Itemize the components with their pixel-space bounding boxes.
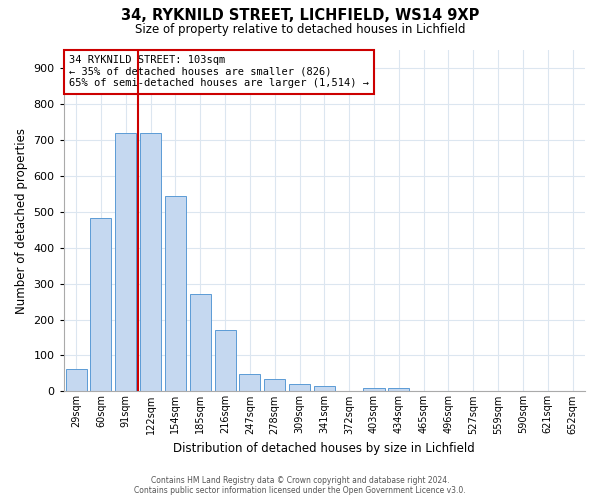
Text: Contains HM Land Registry data © Crown copyright and database right 2024.
Contai: Contains HM Land Registry data © Crown c… bbox=[134, 476, 466, 495]
Bar bbox=[239, 374, 260, 392]
Text: Size of property relative to detached houses in Lichfield: Size of property relative to detached ho… bbox=[135, 22, 465, 36]
Bar bbox=[314, 386, 335, 392]
Bar bbox=[289, 384, 310, 392]
Bar bbox=[215, 330, 236, 392]
X-axis label: Distribution of detached houses by size in Lichfield: Distribution of detached houses by size … bbox=[173, 442, 475, 455]
Y-axis label: Number of detached properties: Number of detached properties bbox=[15, 128, 28, 314]
Bar bbox=[165, 196, 186, 392]
Bar bbox=[115, 132, 136, 392]
Text: 34 RYKNILD STREET: 103sqm
← 35% of detached houses are smaller (826)
65% of semi: 34 RYKNILD STREET: 103sqm ← 35% of detac… bbox=[69, 55, 369, 88]
Bar bbox=[388, 388, 409, 392]
Bar bbox=[264, 379, 285, 392]
Text: 34, RYKNILD STREET, LICHFIELD, WS14 9XP: 34, RYKNILD STREET, LICHFIELD, WS14 9XP bbox=[121, 8, 479, 22]
Bar bbox=[140, 132, 161, 392]
Bar bbox=[364, 388, 385, 392]
Bar bbox=[65, 369, 86, 392]
Bar bbox=[190, 294, 211, 392]
Bar bbox=[91, 218, 112, 392]
